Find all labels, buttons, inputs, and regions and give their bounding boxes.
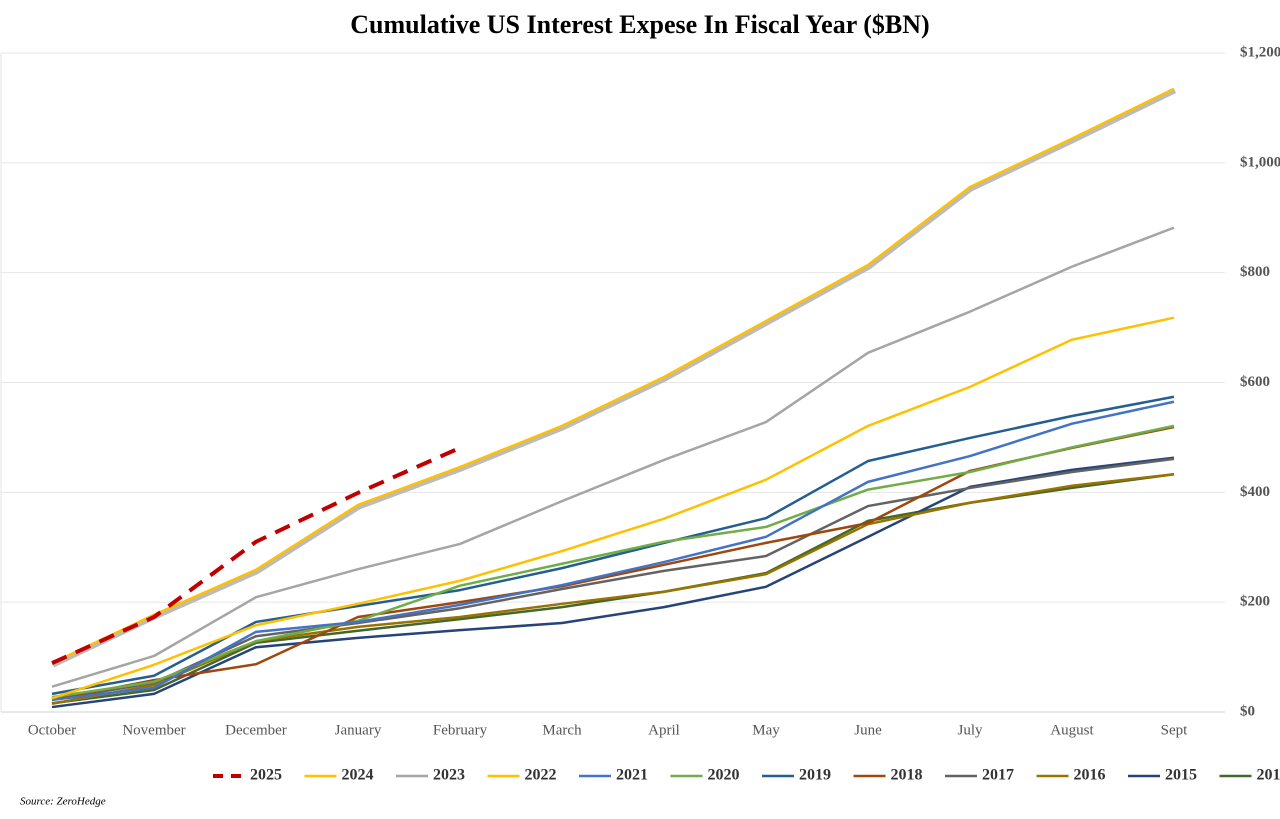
x-tick-label: August bbox=[1050, 722, 1094, 738]
legend-label: 2021 bbox=[616, 767, 648, 784]
chart-title: Cumulative US Interest Expese In Fiscal … bbox=[350, 10, 929, 39]
y-tick-label: $400 bbox=[1240, 484, 1270, 500]
x-tick-label: April bbox=[648, 722, 680, 738]
legend-label: 2023 bbox=[433, 767, 465, 784]
y-tick-label: $1,000 bbox=[1240, 154, 1280, 170]
x-tick-label: July bbox=[957, 722, 983, 738]
y-tick-label: $200 bbox=[1240, 594, 1270, 610]
series-line bbox=[51, 446, 461, 665]
legend-label: 2015 bbox=[1165, 767, 1197, 784]
x-tick-label: November bbox=[122, 722, 185, 738]
legend-label: 2022 bbox=[525, 767, 557, 784]
y-tick-label: $0 bbox=[1240, 703, 1255, 719]
series-line bbox=[51, 226, 1175, 688]
legend-label: 2024 bbox=[342, 767, 374, 784]
x-tick-label: March bbox=[542, 722, 582, 738]
x-tick-label: February bbox=[433, 722, 488, 738]
x-tick-label: October bbox=[28, 722, 76, 738]
x-tick-label: June bbox=[854, 722, 882, 738]
source: Source: ZeroHedge bbox=[20, 796, 106, 808]
series-line bbox=[51, 456, 1175, 709]
y-tick-label: $800 bbox=[1240, 264, 1270, 280]
legend-label: 2017 bbox=[982, 767, 1014, 784]
series-line bbox=[51, 457, 1175, 702]
x-tick-label: January bbox=[335, 722, 382, 738]
y-tick-label: $600 bbox=[1240, 374, 1270, 390]
legend-label: 2025 bbox=[250, 767, 282, 784]
x-tick-label: Sept bbox=[1161, 722, 1189, 738]
x-tick-label: May bbox=[752, 722, 780, 738]
legend-label: 2016 bbox=[1074, 767, 1106, 784]
series-line bbox=[51, 424, 1175, 699]
y-tick-label: $1,200 bbox=[1240, 44, 1280, 60]
series-line bbox=[51, 400, 1175, 702]
series-line bbox=[51, 316, 1175, 700]
legend-label: 2020 bbox=[708, 767, 740, 784]
legend-label: 2018 bbox=[891, 767, 923, 784]
series-line bbox=[51, 395, 1175, 696]
x-tick-label: December bbox=[225, 722, 287, 738]
legend-label: 2019 bbox=[799, 767, 831, 784]
legend-label: 2014 bbox=[1257, 767, 1280, 784]
line-shadow bbox=[51, 88, 1177, 668]
series-line bbox=[51, 87, 1175, 665]
